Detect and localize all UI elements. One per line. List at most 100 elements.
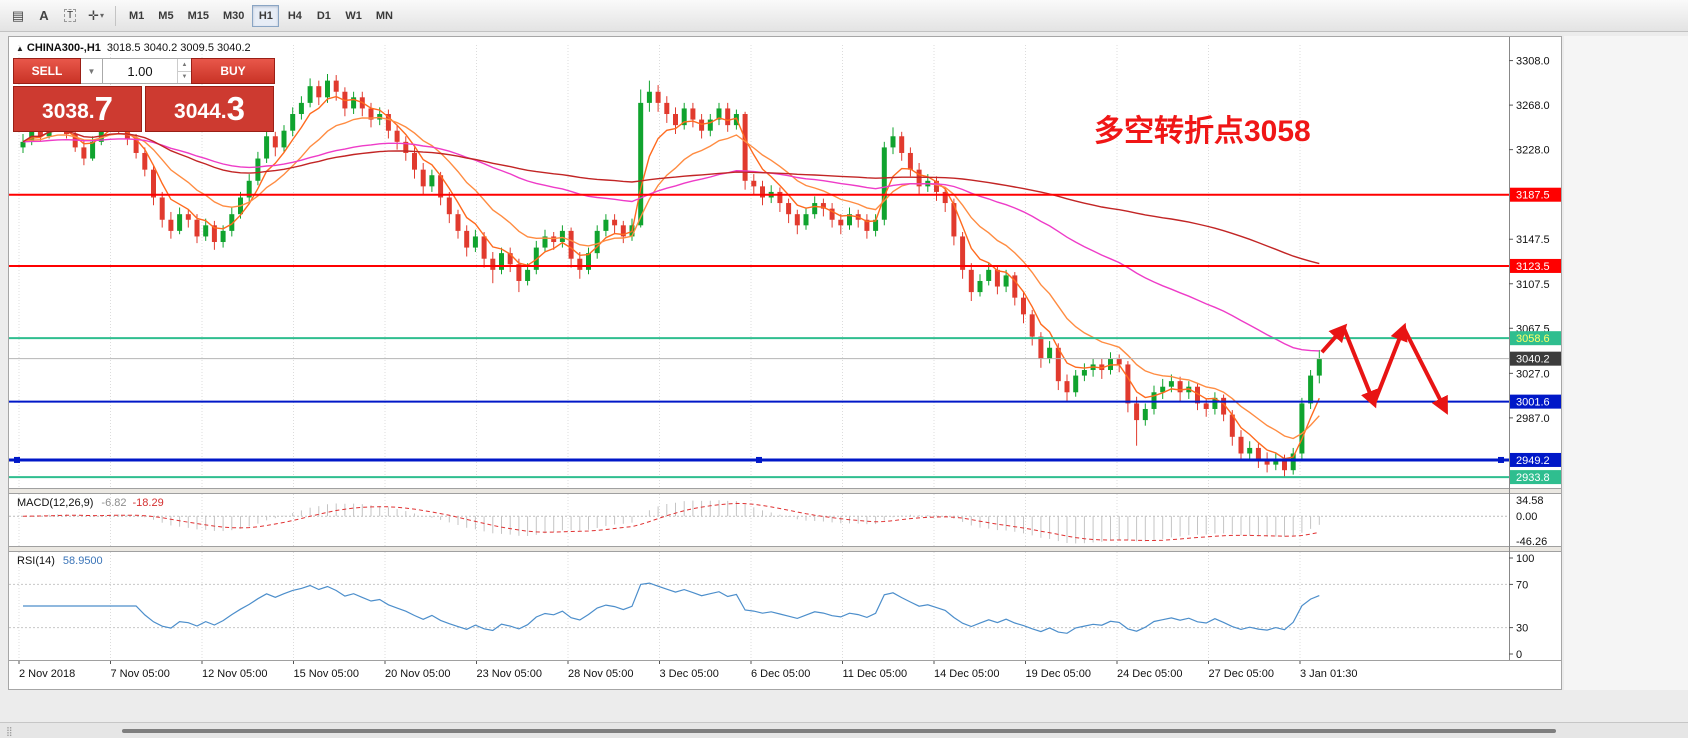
rsi-line — [23, 582, 1320, 634]
font-glyph: A — [39, 8, 49, 23]
ma-line-55 — [22, 138, 1320, 352]
x-axis-label: 15 Nov 05:00 — [294, 668, 359, 680]
x-axis-label: 3 Jan 01:30 — [1300, 668, 1358, 680]
rsi-axis-label: 100 — [1516, 553, 1534, 565]
grid-lines — [18, 45, 1301, 660]
x-axis-label: 28 Nov 05:00 — [568, 668, 633, 680]
resize-grip-icon: ⣿ — [6, 726, 13, 736]
right-gutter — [1564, 36, 1688, 690]
x-axis-label: 19 Dec 05:00 — [1026, 668, 1091, 680]
buy-price-main: 3044. — [174, 100, 227, 123]
one-click-trading-panel: SELL ▼ 1.00 ▲ ▼ BUY 3038. 7 3044. 3 — [13, 58, 275, 132]
price-label-2949.2: 2949.2 — [1516, 455, 1550, 467]
symbol-up-icon: ▲ — [16, 44, 24, 53]
font-tool-icon[interactable]: A — [31, 4, 57, 28]
y-axis-tick: 3308.0 — [1516, 56, 1550, 68]
rsi-axis-label: 30 — [1516, 623, 1528, 635]
timeframe-m1-button[interactable]: M1 — [123, 5, 150, 27]
volume-down-icon[interactable]: ▼ — [181, 74, 188, 81]
y-axis-tick: 3027.0 — [1516, 368, 1550, 380]
drawing-tools-icon[interactable]: ✛ ▾ — [83, 4, 109, 28]
text-glyph: T — [63, 9, 77, 22]
macd-axis-label: 0.00 — [1516, 511, 1537, 523]
ma-line-110 — [22, 129, 1320, 265]
annotation-text[interactable]: 多空转折点3058 — [1094, 115, 1311, 148]
text-tool-icon[interactable]: T — [57, 4, 83, 28]
y-axis-tick: 3268.0 — [1516, 100, 1550, 112]
sell-price-display[interactable]: 3038. 7 — [13, 86, 142, 132]
price-label-3187.5: 3187.5 — [1516, 190, 1550, 202]
timeframe-m5-button[interactable]: M5 — [152, 5, 179, 27]
timeframe-d1-button[interactable]: D1 — [310, 5, 337, 27]
line-handle[interactable] — [756, 456, 762, 463]
price-label-3001.6: 3001.6 — [1516, 397, 1550, 409]
volume-up-icon[interactable]: ▲ — [178, 59, 191, 72]
pane-splitter[interactable] — [9, 488, 1561, 494]
pane-splitter[interactable] — [9, 546, 1561, 552]
macd-name: MACD(12,26,9) — [17, 497, 94, 509]
price-label-2933.8: 2933.8 — [1516, 472, 1550, 484]
dropdown-caret-icon: ▾ — [99, 11, 104, 20]
forecast-arrows[interactable] — [1320, 322, 1448, 415]
y-axis-tick: 2987.0 — [1516, 413, 1550, 425]
ohlc-values: 3018.5 3040.2 3009.5 3040.2 — [106, 42, 251, 54]
macd-axis-label: 34.58 — [1516, 495, 1544, 507]
x-axis-label: 3 Dec 05:00 — [660, 668, 719, 680]
scrollbar-thumb[interactable] — [122, 729, 1556, 733]
rsi-header: RSI(14) 58.9500 — [17, 555, 103, 567]
chart-window: 2 Nov 2018 7 Nov 05:00 12 Nov 05:00 15 Nov … — [8, 36, 1562, 690]
crosshair-glyph: ✛ — [88, 7, 99, 23]
x-axis-label: 23 Nov 05:00 — [477, 668, 542, 680]
ma-line-13 — [22, 116, 1320, 440]
toolbar-separator — [115, 5, 116, 26]
volume-dropdown[interactable]: ▼ — [81, 58, 103, 84]
volume-input[interactable]: 1.00 ▲ ▼ — [103, 58, 191, 84]
x-axis-label: 2 Nov 2018 — [19, 668, 75, 680]
sell-price-main: 3038. — [42, 100, 95, 123]
x-axis-label: 27 Dec 05:00 — [1209, 668, 1274, 680]
timeframe-h1-button[interactable]: H1 — [252, 4, 280, 27]
buy-price-display[interactable]: 3044. 3 — [145, 86, 274, 132]
timeframe-m30-button[interactable]: M30 — [217, 5, 250, 27]
timeframe-w1-button[interactable]: W1 — [339, 5, 368, 27]
x-axis-label: 6 Dec 05:00 — [751, 668, 810, 680]
timeframe-h4-button[interactable]: H4 — [281, 5, 308, 27]
price-label-bg — [1510, 351, 1561, 366]
volume-stepper: ▲ ▼ — [177, 59, 191, 83]
rsi-axis-label: 70 — [1516, 579, 1528, 591]
x-axis-label: 20 Nov 05:00 — [385, 668, 450, 680]
line-handle[interactable] — [1498, 456, 1504, 463]
price-label-bg — [1510, 470, 1561, 485]
sell-price-frac: 7 — [94, 90, 113, 127]
toolbar: ▤ A T ✛ ▾ M1 M5 M15 M30 H1 H4 D1 W1 MN — [0, 0, 1688, 32]
price-label-bg — [1510, 394, 1561, 409]
tile-windows-icon[interactable]: ▤ — [5, 4, 31, 28]
timeframe-mn-button[interactable]: MN — [370, 5, 399, 27]
buy-button[interactable]: BUY — [191, 58, 275, 84]
macd-header: MACD(12,26,9) -6.82 -18.29 — [17, 497, 164, 509]
macd-signal-line — [22, 502, 1320, 541]
price-label-bg — [1510, 331, 1561, 346]
x-axis-label: 14 Dec 05:00 — [934, 668, 999, 680]
timeframe-m15-button[interactable]: M15 — [182, 5, 215, 27]
ma-line-5 — [22, 95, 1320, 460]
chart-canvas[interactable]: 2 Nov 2018 7 Nov 05:00 12 Nov 05:00 15 Nov … — [9, 37, 1561, 689]
line-handle[interactable] — [14, 456, 20, 463]
horizontal-scrollbar[interactable] — [0, 722, 1688, 738]
y-axis-tick: 3147.5 — [1516, 234, 1550, 246]
dropdown-caret-icon: ▼ — [87, 66, 96, 76]
sell-button[interactable]: SELL — [13, 58, 81, 84]
macd-signal-value: -18.29 — [132, 497, 164, 509]
price-label-3123.5: 3123.5 — [1516, 261, 1550, 273]
price-label-bg — [1510, 452, 1561, 467]
volume-value: 1.00 — [127, 63, 153, 79]
price-label-3040.2: 3040.2 — [1516, 354, 1550, 366]
x-axis-label: 11 Dec 05:00 — [843, 668, 908, 680]
price-label-bg — [1510, 187, 1561, 202]
symbol-header: ▲ CHINA300-,H1 3018.5 3040.2 3009.5 3040.2 — [16, 42, 251, 54]
buy-price-frac: 3 — [226, 90, 245, 127]
rsi-axis-label: 0 — [1516, 649, 1522, 661]
macd-axis-label: -46.26 — [1516, 536, 1547, 548]
price-label-3058.6: 3058.6 — [1516, 333, 1550, 345]
rsi-value: 58.9500 — [62, 555, 103, 567]
